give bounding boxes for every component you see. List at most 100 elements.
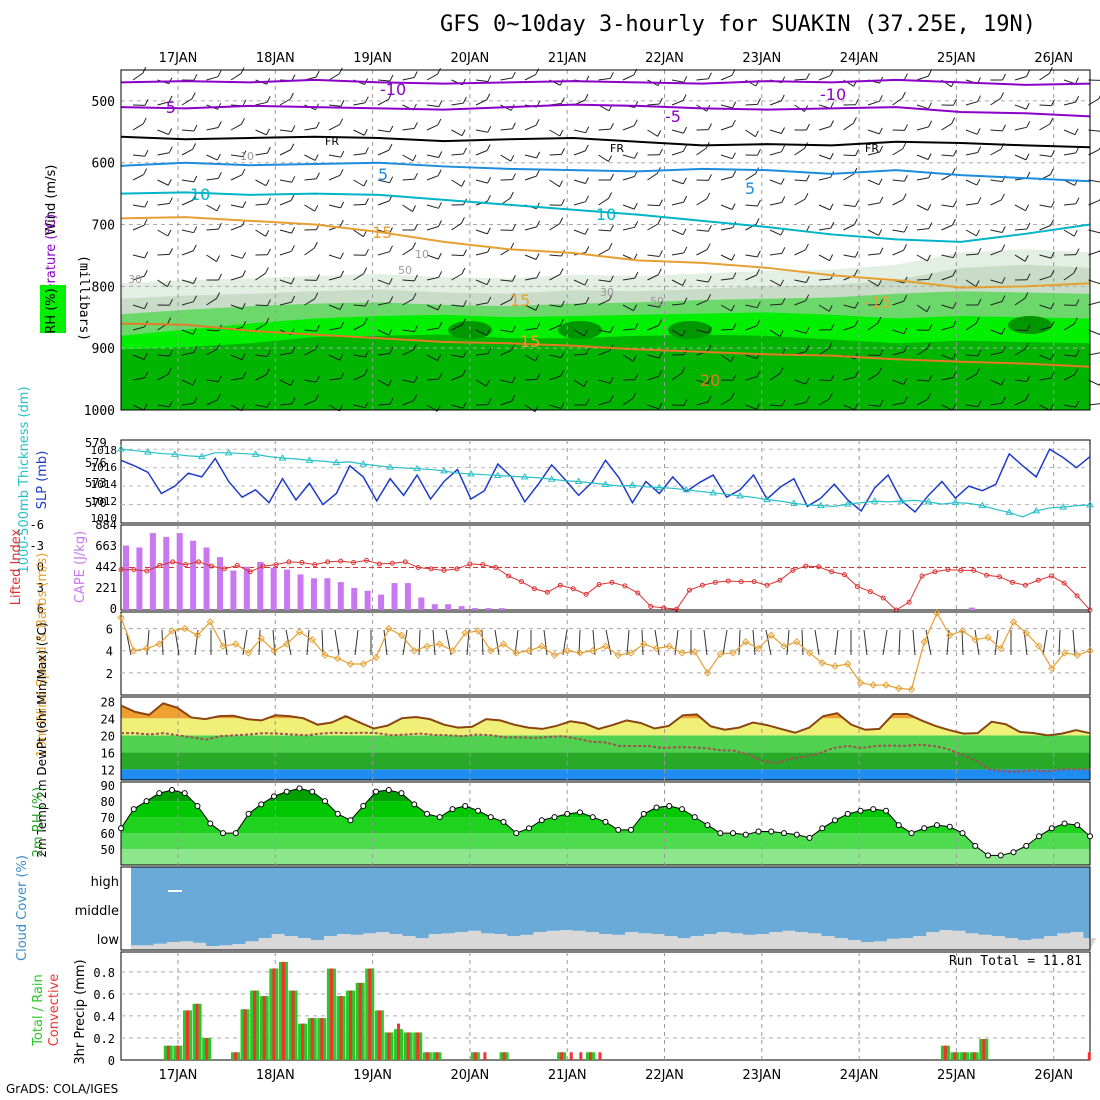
thickness-marker [278,454,287,461]
wind-barb-shaft [745,304,758,309]
thickness-marker [251,450,260,457]
wind-barb-shaft [500,154,512,162]
wind-barb-flag [608,293,613,301]
wind-barb-shaft [916,228,929,231]
wind-barb-flag [585,195,589,202]
wind-barb-flag [805,396,810,403]
rh-axis-label: RH (%) [44,288,59,333]
high-cloud-mark [168,890,182,892]
wind10m-marker [1048,664,1056,673]
rh2m-marker [577,809,583,816]
wind-barb-shaft [230,73,242,81]
wind-barb-shaft [549,223,560,231]
rh2m-marker [194,802,201,809]
wind-barb-flag [828,342,833,349]
wind-barb-shaft [696,279,709,283]
wind-barb-flag [534,405,539,412]
wind-barb-flag [389,125,394,133]
wind-barb-shaft [255,129,267,136]
wind-barb-shaft [794,148,805,156]
wind-barb-shaft [524,378,538,381]
wind-barb-shaft [573,150,586,156]
wind-barb-shaft [500,329,513,333]
wind-barb-flag [242,321,247,328]
cape-bar [176,533,183,610]
wind-barb-flag [487,126,492,133]
wind-barb-flag [657,268,662,275]
wind-barb-shaft [818,204,831,211]
wind-barb-flag [192,328,197,335]
wind-barb-flag [584,329,588,337]
lifted-index-marker [544,589,550,595]
wind-barb-shaft [377,200,390,206]
wind-barb-shaft [769,279,781,287]
wind-barb-flag [610,173,614,181]
wind-barb-shaft [157,179,169,186]
lifted-index-marker [531,586,537,592]
wind10m-barb [801,629,804,656]
precip-convective-bar [473,1052,477,1060]
wind-barb-flag [951,403,956,411]
rh2m-marker [819,825,826,832]
wind-barb-flag [561,148,565,155]
rh2m-marker [742,831,749,838]
wind-barb-shaft [647,254,660,257]
wind-barb-shaft [647,223,659,231]
wind-barb-shaft [671,372,683,381]
wind-barb-flag [412,343,417,351]
wind-barb-flag [1026,222,1031,230]
isotherm-label: 10 [596,205,616,224]
wind-barb-shaft [892,97,903,106]
lifted-index-marker [803,563,809,569]
rh2m-tick-label: 90 [101,779,115,793]
wind-barb-shaft [353,129,365,136]
wind-barb-flag [167,229,172,237]
wind10m-marker [1086,647,1094,655]
precip-convective-bar [349,990,353,1060]
temp-tick-label: 28 [101,695,115,709]
wind-barb-shaft [402,379,415,383]
wind-barb-flag [216,204,221,212]
wind-barb-shaft [794,401,807,406]
wind-barb-flag [314,343,319,350]
wind-barb-shaft [745,129,756,138]
wind-barb-flag [756,250,761,258]
wind-barb-shaft [573,129,586,134]
lifted-index-marker [919,573,925,579]
wind-barb-shaft [769,202,782,206]
wind-barb-flag [315,325,320,332]
wind-barb-shaft [255,354,268,357]
wind10m-marker [1022,629,1030,637]
wind-barb-shaft [328,104,341,107]
wind-barb-flag [487,176,492,184]
wind-barb-flag [193,346,198,353]
wind-barb-shaft [965,179,978,186]
wind-barb-shaft [696,198,708,206]
precip-convective-bar [972,1052,976,1060]
wind-barb-flag [805,294,810,301]
wind-barb-flag [633,119,638,126]
rh2m-marker [768,828,775,835]
wind-barb-shaft [622,354,634,362]
lifted-index-marker [428,566,434,572]
wind-barb-flag [217,375,222,382]
wind-barb-shaft [353,354,366,358]
wind-barb-flag [561,198,565,206]
wind10m-marker [920,638,928,646]
wind-barb-flag [781,145,785,152]
precip-frame [120,951,1091,1061]
wind-barb-flag [928,120,933,128]
wind-barb-flag [364,401,369,408]
wind-barb-flag [731,203,736,210]
wind-barb-flag [781,247,786,254]
wind-barb-flag [1001,378,1005,386]
temp-band [121,703,1090,719]
wind-barb-shaft [1014,126,1027,131]
wind-barb-shaft [353,203,366,206]
wind-barb-shaft [990,148,1002,156]
wind10m-barb [494,629,500,656]
wind-barb-flag [536,220,541,228]
precip-convective-bar [387,1032,391,1060]
wind-barb-shaft [720,104,733,109]
lifted-index-marker [221,566,227,572]
